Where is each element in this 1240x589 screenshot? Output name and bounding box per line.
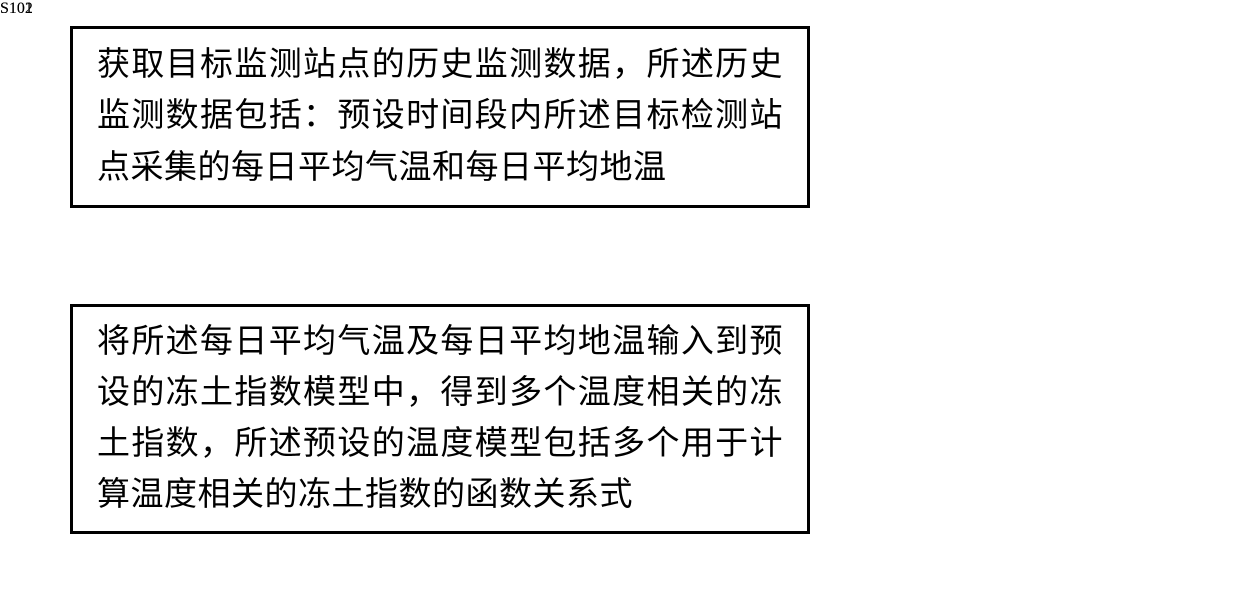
connector-curve-s102 [0, 0, 300, 150]
process-text-s102: 将所述每日平均气温及每日平均地温输入到预设的冻土指数模型中，得到多个温度相关的冻… [73, 317, 807, 522]
flowchart-canvas: 获取目标监测站点的历史监测数据，所述历史监测数据包括：预设时间段内所述目标检测站… [0, 0, 1240, 589]
process-box-s102: 将所述每日平均气温及每日平均地温输入到预设的冻土指数模型中，得到多个温度相关的冻… [70, 304, 810, 534]
step-label-s102: S102 [0, 0, 33, 18]
